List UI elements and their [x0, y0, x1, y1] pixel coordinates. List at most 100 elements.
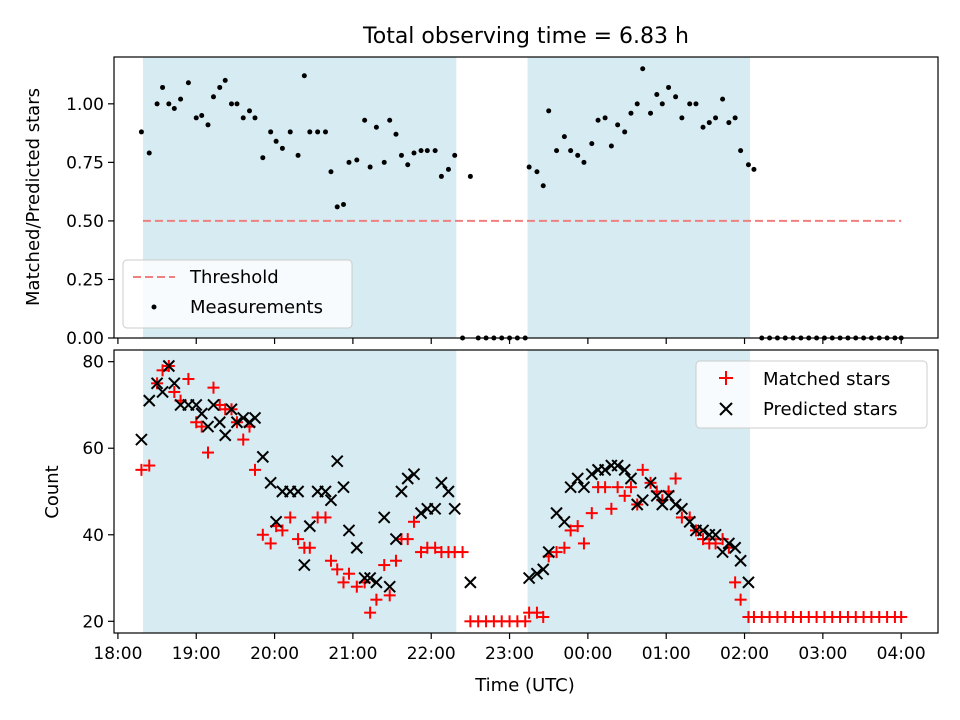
- measurement-point: [362, 117, 368, 123]
- measurement-point: [178, 96, 184, 102]
- measurement-point: [589, 141, 595, 147]
- measurements-series: [138, 66, 904, 341]
- matched-star-point: [248, 463, 261, 476]
- measurement-point: [210, 94, 216, 100]
- predicted-star-point: [264, 476, 277, 490]
- measurement-point: [307, 129, 313, 135]
- x-tick-label: 18:00: [93, 644, 142, 664]
- measurement-point: [628, 110, 634, 116]
- measurement-point: [373, 124, 379, 130]
- predicted-star-point: [370, 576, 383, 589]
- measurement-point: [726, 120, 732, 126]
- measurement-point: [679, 115, 685, 121]
- matched-star-point: [709, 537, 722, 550]
- predicted-star-point: [168, 377, 181, 390]
- predicted-star-point: [378, 511, 391, 524]
- predicted-star-point: [542, 545, 555, 559]
- matched-star-point: [577, 537, 590, 550]
- measurement-point: [720, 96, 726, 102]
- matched-star-point: [276, 524, 289, 537]
- x-axis-ticks: 18:00 19:00 20:00 21:00 22:00 23:00 00:00 01:00…: [93, 633, 926, 664]
- predicted-star-point: [464, 576, 477, 589]
- matched-star-point: [256, 528, 269, 541]
- predicted-star-point: [650, 489, 664, 503]
- measurement-point: [595, 117, 601, 123]
- predicted-star-point: [644, 476, 657, 490]
- matched-star-point: [383, 589, 396, 602]
- predicted-star-point: [324, 493, 338, 507]
- measurement-point: [467, 173, 473, 179]
- predicted-star-point: [435, 476, 448, 490]
- y-axis-ticks: 20 40 60 80: [82, 353, 114, 632]
- matched-star-point: [415, 546, 428, 559]
- matched-star-point: [168, 385, 181, 398]
- predicted-star-point: [237, 411, 250, 425]
- predicted-star-point: [636, 493, 649, 507]
- predicted-star-point: [190, 398, 203, 412]
- measurement-point: [634, 101, 640, 107]
- measurement-point: [411, 150, 417, 156]
- predicted-star-point: [537, 563, 550, 576]
- measurement-point: [438, 173, 444, 179]
- predicted-star-point: [143, 394, 156, 407]
- measurement-point: [234, 101, 240, 107]
- measurement-point: [367, 164, 373, 170]
- legend: Threshold Measurements: [122, 259, 353, 329]
- predicted-star-point: [656, 498, 669, 511]
- predicted-stars-series: [135, 359, 755, 593]
- matched-star-point: [611, 481, 624, 494]
- measurement-point: [534, 169, 540, 175]
- measurement-point: [693, 101, 699, 107]
- measurement-point: [154, 101, 160, 107]
- predicted-star-point: [213, 416, 226, 429]
- matched-star-point: [337, 576, 350, 589]
- matched-star-point: [303, 541, 316, 554]
- matched-star-point: [284, 511, 297, 524]
- measurement-point: [193, 115, 199, 121]
- measurement-point: [654, 91, 660, 97]
- predicted-star-point: [401, 472, 414, 485]
- legend: Matched stars Predicted stars: [695, 360, 928, 429]
- predicted-star-point: [383, 580, 396, 593]
- matched-star-point: [407, 515, 420, 528]
- predicted-star-point: [225, 403, 238, 416]
- ratio-chart: Total observing time = 6.83 h 0.000.250.…: [23, 24, 939, 349]
- measurement-point: [732, 115, 738, 121]
- x-tick-label: 02:00: [720, 644, 769, 664]
- measurement-point: [602, 115, 608, 121]
- measurement-point: [315, 129, 321, 135]
- measurement-point: [322, 129, 328, 135]
- predicted-star-point: [150, 377, 164, 390]
- predicted-star-point: [414, 506, 428, 520]
- measurement-point: [398, 152, 404, 158]
- measurement-point: [301, 73, 307, 79]
- measurement-point: [568, 148, 574, 154]
- measurement-point: [260, 155, 266, 161]
- count-chart: 20 40 60 80 18:00 19:00 20:00 21:00 22:00 23:00 0…: [42, 349, 939, 696]
- matched-star-point: [605, 502, 618, 515]
- predicted-star-point: [716, 545, 729, 559]
- matched-star-point: [571, 520, 584, 533]
- predicted-star-point: [358, 571, 371, 585]
- predicted-star-point: [577, 480, 591, 494]
- measurement-point: [240, 115, 246, 121]
- matched-star-point: [401, 533, 414, 546]
- predicted-star-point: [734, 554, 747, 567]
- x-tick-label: 00:00: [563, 644, 612, 664]
- predicted-star-point: [298, 558, 311, 572]
- plot-frame: [113, 349, 939, 634]
- measurement-point: [452, 152, 458, 158]
- predicted-star-point: [337, 480, 350, 494]
- y-tick-label: 60: [82, 439, 104, 459]
- predicted-star-point: [662, 489, 675, 503]
- measurement-point: [608, 143, 614, 149]
- matched-star-point: [550, 546, 563, 559]
- matched-star-point: [734, 593, 747, 606]
- predicted-star-point: [230, 416, 244, 429]
- measurement-point: [432, 148, 438, 154]
- predicted-star-point: [675, 502, 689, 516]
- matched-star-point: [319, 511, 332, 524]
- y-tick-label: 0.75: [66, 153, 104, 173]
- y-tick-label: 0.50: [66, 212, 104, 232]
- measurement-point: [328, 169, 334, 175]
